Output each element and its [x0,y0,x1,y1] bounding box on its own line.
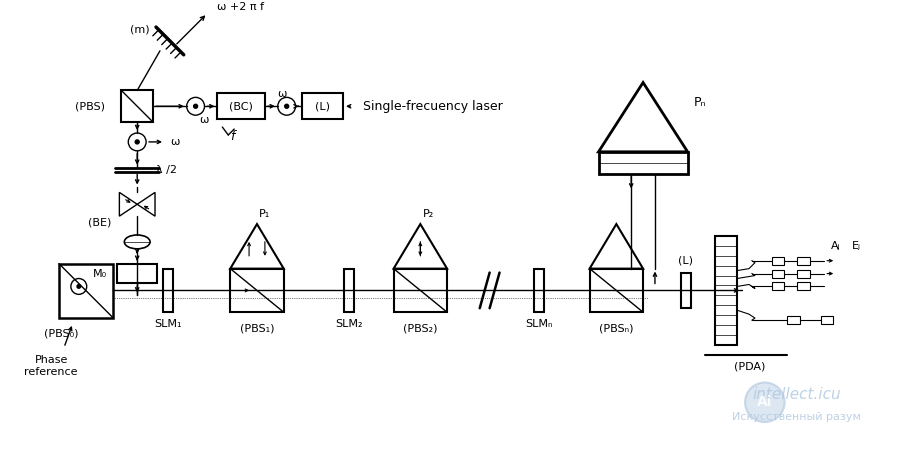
Text: (PBS₂): (PBS₂) [403,323,438,333]
Text: Ai: Ai [757,395,773,409]
Bar [680,272,690,308]
Circle shape [77,285,81,288]
Text: f: f [230,130,235,144]
Polygon shape [599,83,688,152]
Text: SLMₙ: SLMₙ [525,319,553,329]
Text: (PBS₁): (PBS₁) [240,323,275,333]
Bar [217,93,265,119]
Polygon shape [137,192,155,216]
Ellipse shape [124,235,150,249]
Text: (BC): (BC) [229,101,253,111]
Bar [393,269,447,312]
Text: (L): (L) [679,256,693,266]
Text: (L): (L) [314,101,330,111]
Bar [599,152,688,174]
Text: P₁: P₁ [259,209,271,219]
Bar [716,236,737,345]
Text: Pₙ: Pₙ [694,96,707,109]
Text: Eⱼ: Eⱼ [852,241,861,251]
Text: intellect.icu: intellect.icu [752,387,841,402]
Polygon shape [393,224,447,269]
Bar [796,270,810,278]
Bar [302,93,343,119]
Text: (PDA): (PDA) [734,362,766,371]
Text: (PBSₙ): (PBSₙ) [599,323,633,333]
Bar [59,264,113,318]
Bar [772,270,784,278]
Bar [535,269,545,312]
Text: P₂: P₂ [422,209,434,219]
Text: (PBS): (PBS) [74,101,105,111]
Bar [230,269,284,312]
Circle shape [129,133,146,151]
Text: ω: ω [198,115,208,125]
Bar [344,269,354,312]
Text: M₀: M₀ [92,269,107,279]
Text: ω +2 π f: ω +2 π f [217,2,265,12]
Bar [786,316,801,324]
Circle shape [284,104,289,108]
Bar [163,269,173,312]
Bar [796,282,810,290]
Circle shape [278,98,295,115]
Text: ω: ω [170,137,179,147]
Bar [772,282,784,290]
Text: λ /2: λ /2 [157,165,178,174]
Text: (PBS₀): (PBS₀) [43,329,78,339]
Text: SLM₁: SLM₁ [154,319,181,329]
Polygon shape [590,224,643,269]
Circle shape [71,279,87,295]
Text: reference: reference [24,367,78,377]
Text: ω: ω [277,90,286,99]
Bar [121,91,153,122]
Circle shape [745,383,785,422]
Circle shape [135,140,140,144]
Circle shape [194,104,198,108]
Bar [821,316,834,324]
Text: Single-frecuency laser: Single-frecuency laser [363,100,503,113]
Text: (BE): (BE) [88,217,111,227]
Bar [796,257,810,265]
Text: Aⱼ: Aⱼ [832,241,841,251]
Text: SLM₂: SLM₂ [335,319,362,329]
Bar [590,269,643,312]
Polygon shape [230,224,284,269]
Text: Phase: Phase [34,355,68,365]
Text: (m): (m) [130,24,150,34]
Bar [118,264,157,283]
Text: Искусственный разум: Искусственный разум [732,412,861,422]
Polygon shape [120,192,137,216]
Circle shape [187,98,205,115]
Bar [772,257,784,265]
